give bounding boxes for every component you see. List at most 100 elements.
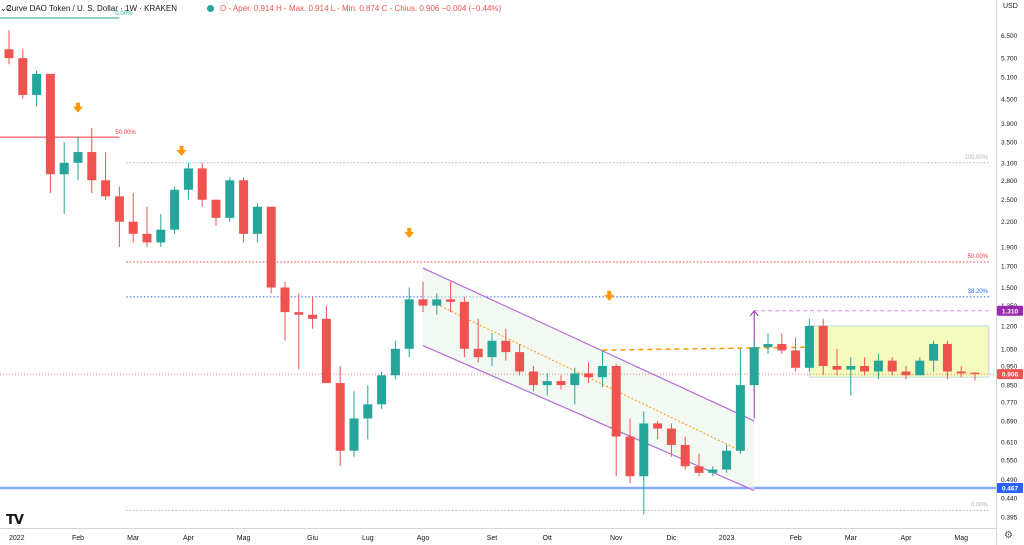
candle-body [335,383,345,451]
indicator-count: 2 [6,3,12,13]
time-tick-label: Nov [610,535,623,542]
candle-body [818,325,828,366]
candle-body [708,469,718,473]
candle-down [87,127,97,194]
candle-body [266,206,276,288]
price-tick-label: 0.850 [1001,383,1018,390]
symbol-title[interactable]: Curve DAO Token / U. S. Dollar · 1W · KR… [6,3,178,13]
fib-level-label: 0.00% [115,11,133,17]
candles [4,30,980,515]
candle-body [873,360,883,372]
candle-up [73,137,83,181]
candle-down [791,337,801,372]
collapse-indicators-button[interactable]: ⌄ 2 [0,3,12,13]
candle-body [45,73,55,175]
down-arrow-marker-icon [176,146,187,157]
price-tick-label: 3.500 [1001,139,1018,146]
candle-up [804,318,814,372]
candle-body [584,373,594,378]
candle-body [225,180,235,218]
candle-up [225,177,235,222]
candle-down [197,162,207,207]
candle-body [915,360,925,376]
candle-down [446,281,456,313]
candle-body [114,196,124,222]
candle-down [101,152,111,200]
price-tick-label: 0.490 [1001,477,1018,484]
price-tick-label: 0.610 [1001,440,1018,447]
candle-body [570,373,580,386]
time-tick-label: Feb [790,535,802,542]
candle-body [970,372,980,375]
fib-level-label: 100.00% [964,155,988,161]
candle-down [901,365,911,380]
drawings[interactable] [0,267,996,492]
candle-body [680,444,690,467]
gear-icon[interactable]: ⚙ [1004,530,1013,541]
tradingview-logo-icon[interactable]: TV [6,513,24,528]
candle-body [128,221,138,234]
price-tag: 1.310 [1002,308,1019,315]
time-tick-label: Ago [417,535,430,542]
candle-up [735,348,745,454]
candle-up [597,350,607,388]
candle-down [515,343,525,376]
candle-down [239,177,249,243]
candle-down [114,186,124,247]
candle-body [653,423,663,429]
price-tick-label: 6.500 [1001,33,1018,40]
market-status-icon [207,4,215,12]
candle-up [722,444,732,473]
candle-up [542,373,552,396]
candle-body [929,343,939,361]
fib-level-label: 0.00% [971,502,989,508]
candle-body [170,189,180,230]
candle-body [722,450,732,470]
time-tick-label: Set [487,535,498,542]
candle-body [59,162,69,175]
candle-down [584,362,594,384]
down-arrow-marker-icon [73,102,83,113]
price-tag: 0.467 [1002,485,1019,492]
candle-down [335,365,345,467]
last-price-tag: 0.906 [1002,372,1019,379]
candle-down [528,365,538,392]
candle-down [473,318,483,363]
down-arrow-marker-icon [604,290,615,301]
range-box [808,325,990,378]
price-tag-bg [997,305,1023,316]
candle-down [832,348,842,376]
candle-down [694,453,704,477]
time-tick-label: Giu [307,535,318,542]
candle-down [970,372,980,381]
price-axis-bg [996,0,1024,545]
time-tick-label: Mar [127,535,140,542]
candle-body [294,312,304,315]
price-axis[interactable]: USD 6.500 5.700 5.100 4.500 3.900 3.500 3.100 2.… [996,0,1024,545]
price-tag-bg [997,482,1023,493]
candle-down [956,365,966,378]
candle-body [777,343,787,351]
candle-body [197,168,207,200]
time-axis[interactable]: 2022 Feb Mar Apr Mag Giu Lug Ago Set Ott Nov Dic 202… [0,528,996,543]
time-tick-label: Ott [543,535,552,542]
candle-up [156,214,166,247]
candle-body [446,299,456,302]
candle-body [763,343,773,348]
fib-level-label: 50.00% [968,254,989,260]
candle-down [818,318,828,376]
candle-down [666,423,676,457]
candle-up [929,340,939,372]
fib-retracement[interactable]: 50.00% 0.00% 100.00% 50.00% 38.20% 0.00% [0,11,990,511]
candle-body [528,371,538,386]
candle-body [18,58,28,95]
price-tick-label: 5.700 [1001,56,1018,63]
time-tick-label: Feb [72,535,84,542]
markers [73,102,615,301]
down-arrow-marker-icon [404,227,415,238]
candle-up [363,385,373,440]
candle-up [390,340,400,380]
candle-body [4,49,14,59]
candle-down [266,206,276,294]
